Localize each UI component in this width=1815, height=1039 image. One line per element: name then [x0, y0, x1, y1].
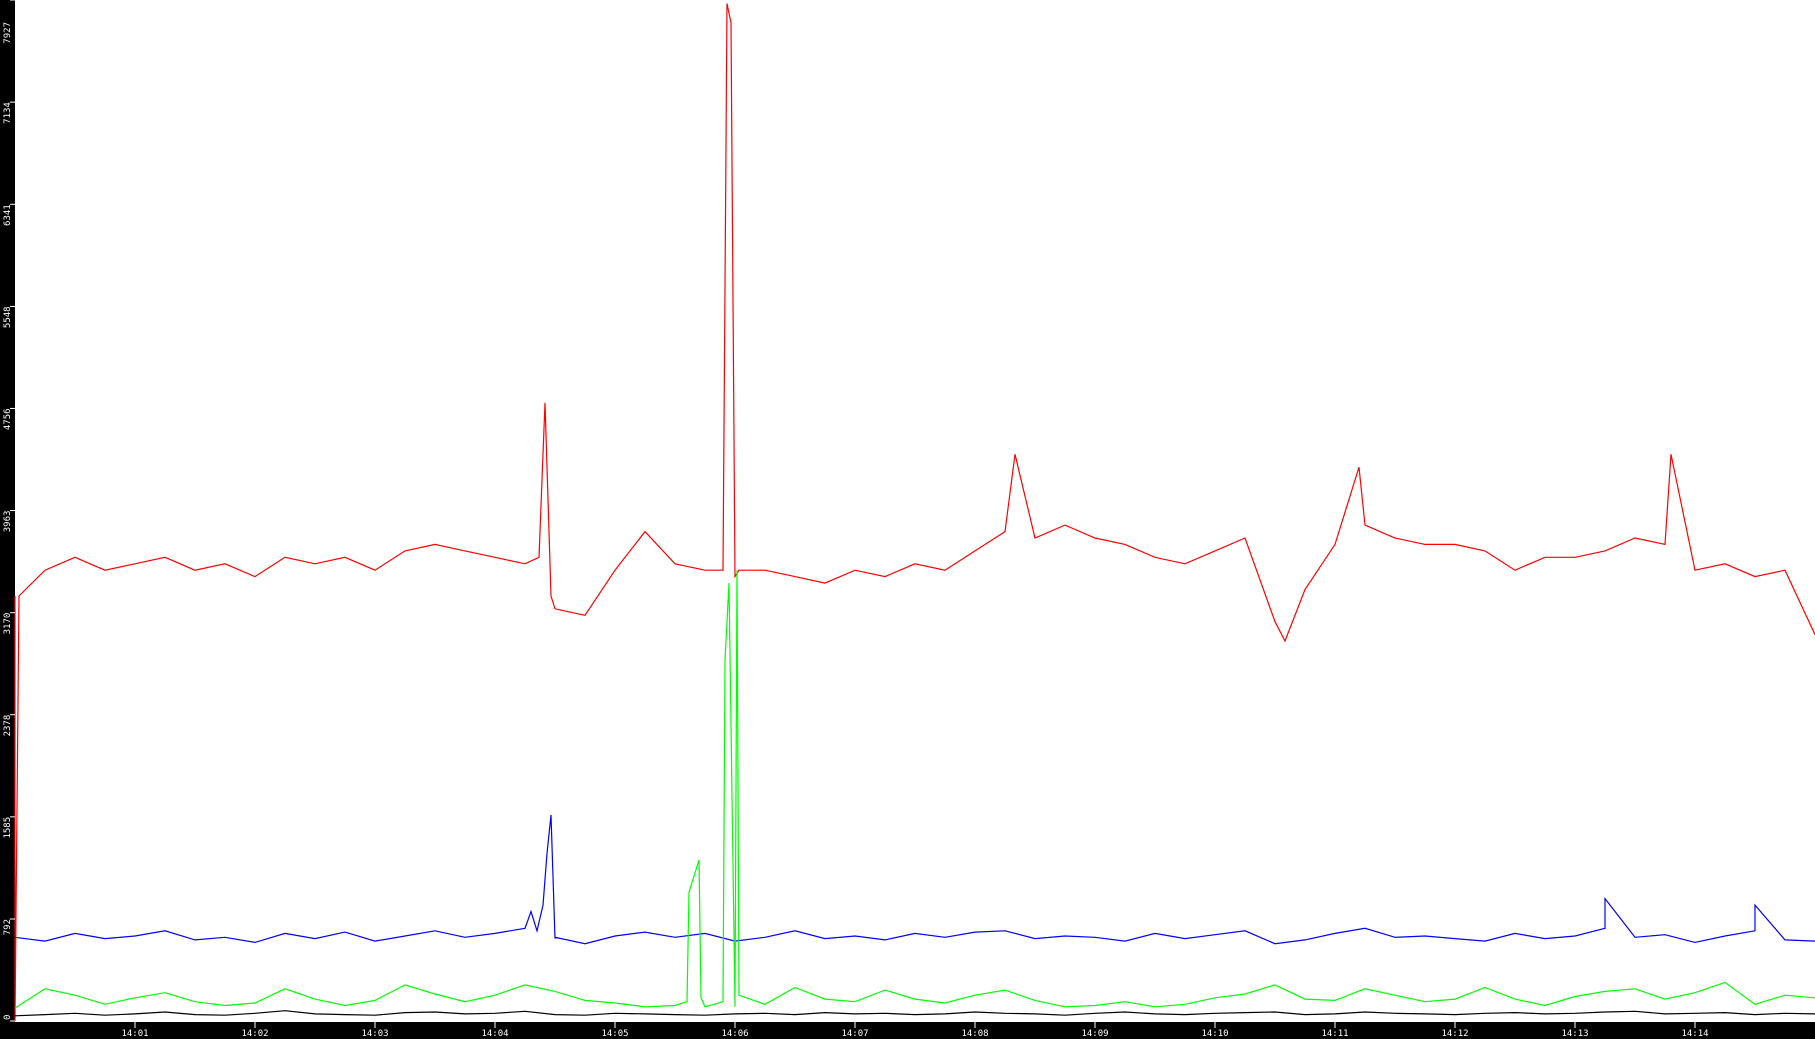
series-line-3 [14, 1010, 1815, 1017]
x-tick-label: 14:02 [241, 1029, 268, 1039]
series-line-2 [14, 570, 1815, 1009]
x-tick-label: 14:12 [1441, 1029, 1468, 1039]
y-axis-panel [0, 0, 15, 1039]
x-tick-label: 14:01 [121, 1029, 148, 1039]
y-tick-label: 3170 [3, 613, 13, 635]
y-tick-label: 5548 [3, 306, 13, 328]
y-tick-label: 3963 [3, 511, 13, 533]
x-tick-label: 14:06 [721, 1029, 748, 1039]
x-tick-label: 14:08 [961, 1029, 988, 1039]
series-layer [14, 3, 1815, 1022]
y-tick-label: 4756 [3, 408, 13, 430]
y-tick-label: 2378 [3, 715, 13, 737]
x-tick-label: 14:13 [1561, 1029, 1588, 1039]
x-tick-label: 14:05 [601, 1029, 628, 1039]
x-tick-label: 14:09 [1081, 1029, 1108, 1039]
x-tick-label: 14:11 [1321, 1029, 1348, 1039]
series-line-1 [14, 814, 1815, 945]
y-axis: 0 792 1585 2378 3170 3963 4756 5548 6341 7134 7927 [3, 0, 15, 1022]
x-tick-label: 14:10 [1201, 1029, 1228, 1039]
y-tick-label: 792 [3, 919, 13, 935]
series-line-0 [14, 3, 1815, 1022]
y-tick-label: 0 [3, 1015, 13, 1020]
x-axis: 14:01 14:02 14:03 14:04 14:05 14:06 14:07 14:08… [121, 1022, 1709, 1039]
x-tick-label: 14:07 [841, 1029, 868, 1039]
y-tick-label: 6341 [3, 204, 13, 226]
x-tick-label: 14:03 [361, 1029, 388, 1039]
x-tick-label: 14:04 [481, 1029, 508, 1039]
plot-area [15, 0, 1815, 1022]
x-tick-label: 14:14 [1681, 1029, 1708, 1039]
y-tick-label: 1585 [3, 817, 13, 839]
x-axis-panel [0, 1022, 1815, 1039]
y-tick-label: 7134 [3, 102, 13, 124]
y-tick-label: 7927 [3, 22, 13, 44]
